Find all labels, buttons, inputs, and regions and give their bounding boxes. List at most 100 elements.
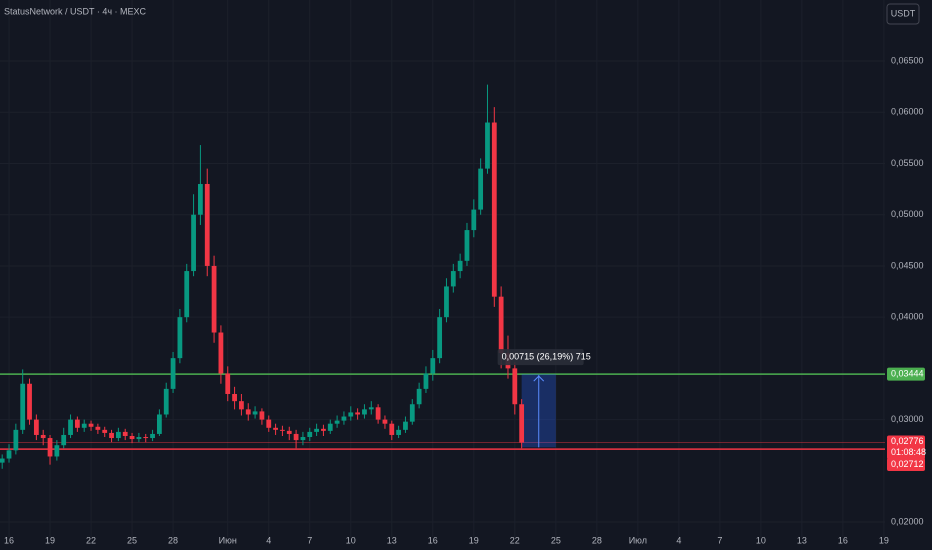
candle-body <box>355 412 361 415</box>
measure-label: 0,00715 (26,19%) 715 <box>502 351 591 361</box>
y-tick-label: 0,04500 <box>891 260 924 270</box>
candle-body <box>232 393 237 402</box>
candle-body <box>95 426 101 430</box>
x-tick-label: 28 <box>168 535 178 545</box>
candle-body <box>512 368 518 405</box>
x-tick-label: 25 <box>551 535 561 545</box>
candle-body <box>40 434 46 439</box>
x-tick-label: 22 <box>510 535 520 545</box>
grid <box>0 0 885 537</box>
candle-body <box>20 383 26 430</box>
x-tick-label: 16 <box>838 535 848 545</box>
candle-body <box>307 431 313 438</box>
candle-body <box>218 332 224 374</box>
x-tick-label: 19 <box>469 535 479 545</box>
candle-body <box>47 438 53 457</box>
candle-body <box>423 373 429 389</box>
candle-body <box>0 458 5 463</box>
y-tick-label: 0,02000 <box>891 516 924 526</box>
candle-body <box>485 122 490 169</box>
candle-body <box>266 419 272 428</box>
x-tick-label: 4 <box>676 535 681 545</box>
candle-body <box>102 429 108 433</box>
candle-body <box>74 419 80 428</box>
candle-body <box>129 435 135 440</box>
candle-body <box>300 437 306 441</box>
x-tick-label: 13 <box>797 535 807 545</box>
x-tick-label: 19 <box>45 535 55 545</box>
candle-body <box>362 409 367 415</box>
y-tick-label: 0,04000 <box>891 312 924 322</box>
x-tick-label: 22 <box>86 535 96 545</box>
x-tick-label: 13 <box>387 535 397 545</box>
candle-body <box>444 286 449 318</box>
candle-body <box>457 260 463 272</box>
last-price-box <box>887 435 925 460</box>
candle-body <box>498 296 504 354</box>
candle-body <box>191 214 196 272</box>
candle-body <box>115 431 121 439</box>
price-line-label: 0,02712 <box>891 459 924 469</box>
x-tick-label: 16 <box>428 535 438 545</box>
candle-body <box>286 430 292 434</box>
candle-body <box>341 416 347 421</box>
y-tick-label: 0,05500 <box>891 158 924 168</box>
currency-button[interactable] <box>886 3 920 25</box>
measure-arrow-head <box>533 375 545 382</box>
x-tick-label: 7 <box>717 535 722 545</box>
y-tick-label: 0,06500 <box>891 55 924 65</box>
candle-body <box>163 388 169 415</box>
candle-body <box>464 230 470 261</box>
candle-body <box>437 317 443 359</box>
candle-body <box>293 433 299 441</box>
y-tick-label: 0,06000 <box>891 107 924 117</box>
price-line-label: 0,03444 <box>891 368 924 378</box>
candle-body <box>252 411 258 415</box>
x-tick-label: 16 <box>4 535 14 545</box>
x-tick-label: 7 <box>307 535 312 545</box>
candle-body <box>225 373 231 394</box>
candle-body <box>33 419 39 435</box>
candle-body <box>27 383 32 420</box>
candle-body <box>81 423 87 428</box>
candle-body <box>375 407 381 420</box>
y-tick-label: 0,03000 <box>891 414 924 424</box>
candle-body <box>396 429 402 435</box>
candle-body <box>403 421 408 430</box>
y-tick-label: 0,05000 <box>891 209 924 219</box>
x-tick-label: Июн <box>219 535 237 545</box>
candle-body <box>88 423 94 427</box>
countdown-label: 01:08:48 <box>891 447 926 457</box>
candle-body <box>204 183 210 266</box>
candle-body <box>150 433 155 439</box>
candle-body <box>314 428 319 432</box>
candle-body <box>321 428 326 431</box>
candle-body <box>177 317 183 359</box>
candle-body <box>198 183 203 215</box>
currency-label[interactable]: USDT <box>891 8 916 18</box>
candle-body <box>259 411 265 420</box>
x-tick-label: Июл <box>629 535 647 545</box>
candle-body <box>61 434 67 446</box>
candle-body <box>416 388 422 405</box>
candle-body <box>273 427 278 430</box>
candle-body <box>491 122 497 297</box>
candle-body <box>368 407 374 410</box>
candle-body <box>245 409 251 415</box>
candle-body <box>54 445 60 457</box>
candle-body <box>389 423 395 435</box>
chart-title: StatusNetwork / USDT · 4ч · MEXC <box>4 6 147 16</box>
x-tick-label: 28 <box>592 535 602 545</box>
candle-body <box>430 358 436 374</box>
candle-body <box>184 271 190 318</box>
candle-body <box>157 414 162 434</box>
candle-body <box>13 429 19 451</box>
candle-body <box>334 420 340 424</box>
candle-body <box>471 209 477 231</box>
candle-body <box>382 419 388 424</box>
x-tick-label: 4 <box>266 535 271 545</box>
candle-body <box>211 265 217 333</box>
candle-body <box>478 168 484 210</box>
